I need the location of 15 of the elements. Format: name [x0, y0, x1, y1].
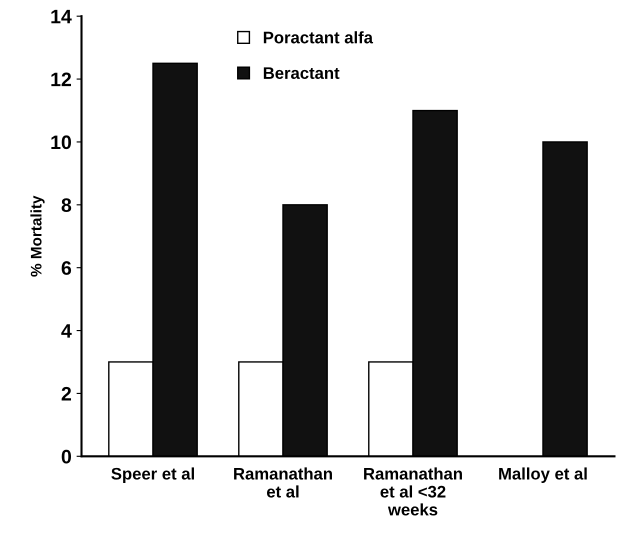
x-tick-label: Speer et al	[111, 467, 194, 483]
y-tick-label: 4	[61, 324, 72, 338]
y-tick-label: 2	[62, 386, 72, 400]
legend-label: Beractant	[264, 67, 340, 79]
x-tick-label: Ramanathan et al	[234, 467, 332, 498]
x-tick-label: Malloy et al	[499, 467, 587, 483]
x-tick-label: Ramanathan et al <32 weeks	[364, 467, 462, 516]
y-tick-label: 0	[62, 450, 71, 464]
y-tick-label: 14	[51, 10, 72, 24]
y-tick-label: 10	[51, 135, 71, 150]
y-tick-label: 8	[62, 198, 72, 212]
legend-label: Poractant alfa	[264, 31, 374, 44]
y-tick-label: 6	[62, 261, 72, 275]
y-tick-label: 12	[51, 72, 72, 86]
y-axis-title: % Mortality	[30, 196, 45, 277]
